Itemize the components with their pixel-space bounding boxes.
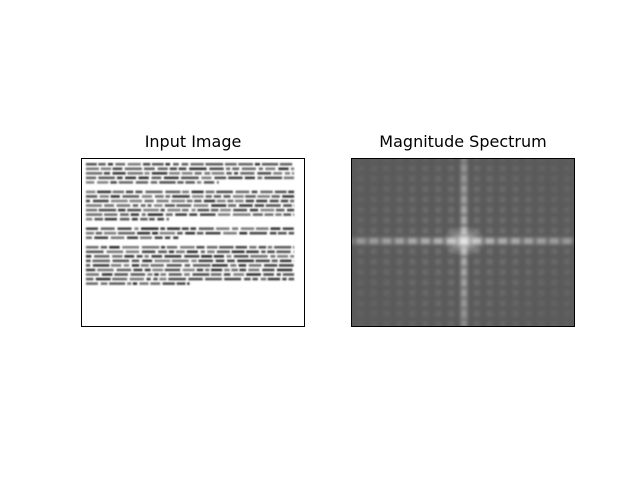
magnitude-spectrum-title: Magnitude Spectrum: [379, 132, 547, 151]
input-image-title: Input Image: [144, 132, 242, 151]
magnitude-spectrum-panel: [351, 158, 575, 327]
spectrum-image: [352, 159, 574, 326]
input-image-panel: [81, 158, 305, 327]
blurred-document-image: [85, 162, 295, 285]
